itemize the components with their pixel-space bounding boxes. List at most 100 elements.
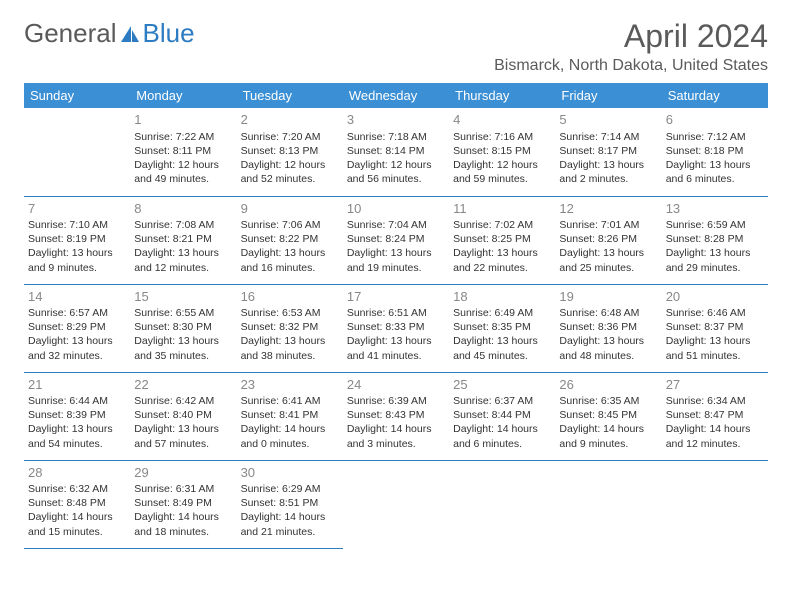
daylight-line: Daylight: 14 hours and 12 minutes. xyxy=(666,422,764,450)
calendar-row: 21Sunrise: 6:44 AMSunset: 8:39 PMDayligh… xyxy=(24,372,768,460)
calendar-cell: 16Sunrise: 6:53 AMSunset: 8:32 PMDayligh… xyxy=(237,284,343,372)
sunrise-line: Sunrise: 6:46 AM xyxy=(666,306,764,320)
sunrise-line: Sunrise: 7:16 AM xyxy=(453,130,551,144)
sunset-line: Sunset: 8:47 PM xyxy=(666,408,764,422)
day-number: 16 xyxy=(241,288,339,306)
sunset-line: Sunset: 8:39 PM xyxy=(28,408,126,422)
sunset-line: Sunset: 8:14 PM xyxy=(347,144,445,158)
day-number: 17 xyxy=(347,288,445,306)
day-number: 29 xyxy=(134,464,232,482)
sunset-line: Sunset: 8:49 PM xyxy=(134,496,232,510)
calendar-cell xyxy=(555,460,661,548)
sunset-line: Sunset: 8:19 PM xyxy=(28,232,126,246)
daylight-line: Daylight: 14 hours and 18 minutes. xyxy=(134,510,232,538)
calendar-cell: 25Sunrise: 6:37 AMSunset: 8:44 PMDayligh… xyxy=(449,372,555,460)
daylight-line: Daylight: 12 hours and 49 minutes. xyxy=(134,158,232,186)
sunset-line: Sunset: 8:32 PM xyxy=(241,320,339,334)
weekday-header-row: SundayMondayTuesdayWednesdayThursdayFrid… xyxy=(24,83,768,108)
daylight-line: Daylight: 13 hours and 51 minutes. xyxy=(666,334,764,362)
sunrise-line: Sunrise: 6:49 AM xyxy=(453,306,551,320)
daylight-line: Daylight: 14 hours and 21 minutes. xyxy=(241,510,339,538)
day-number: 14 xyxy=(28,288,126,306)
sunrise-line: Sunrise: 6:37 AM xyxy=(453,394,551,408)
weekday-header: Sunday xyxy=(24,83,130,108)
sunrise-line: Sunrise: 7:20 AM xyxy=(241,130,339,144)
calendar-cell: 13Sunrise: 6:59 AMSunset: 8:28 PMDayligh… xyxy=(662,196,768,284)
calendar-cell: 24Sunrise: 6:39 AMSunset: 8:43 PMDayligh… xyxy=(343,372,449,460)
calendar-cell: 10Sunrise: 7:04 AMSunset: 8:24 PMDayligh… xyxy=(343,196,449,284)
sunrise-line: Sunrise: 6:42 AM xyxy=(134,394,232,408)
day-number: 27 xyxy=(666,376,764,394)
day-number: 15 xyxy=(134,288,232,306)
sunset-line: Sunset: 8:51 PM xyxy=(241,496,339,510)
sunset-line: Sunset: 8:28 PM xyxy=(666,232,764,246)
calendar-row: 7Sunrise: 7:10 AMSunset: 8:19 PMDaylight… xyxy=(24,196,768,284)
logo-text-1: General xyxy=(24,18,117,49)
sunrise-line: Sunrise: 7:10 AM xyxy=(28,218,126,232)
calendar-cell: 4Sunrise: 7:16 AMSunset: 8:15 PMDaylight… xyxy=(449,108,555,196)
calendar-cell: 20Sunrise: 6:46 AMSunset: 8:37 PMDayligh… xyxy=(662,284,768,372)
day-number: 10 xyxy=(347,200,445,218)
day-number: 8 xyxy=(134,200,232,218)
calendar-row: 28Sunrise: 6:32 AMSunset: 8:48 PMDayligh… xyxy=(24,460,768,548)
calendar-cell: 23Sunrise: 6:41 AMSunset: 8:41 PMDayligh… xyxy=(237,372,343,460)
daylight-line: Daylight: 13 hours and 6 minutes. xyxy=(666,158,764,186)
calendar-cell: 27Sunrise: 6:34 AMSunset: 8:47 PMDayligh… xyxy=(662,372,768,460)
sunset-line: Sunset: 8:21 PM xyxy=(134,232,232,246)
sunrise-line: Sunrise: 6:29 AM xyxy=(241,482,339,496)
calendar-cell: 11Sunrise: 7:02 AMSunset: 8:25 PMDayligh… xyxy=(449,196,555,284)
calendar-row: 1Sunrise: 7:22 AMSunset: 8:11 PMDaylight… xyxy=(24,108,768,196)
logo-sail-icon xyxy=(119,24,141,44)
sunrise-line: Sunrise: 7:18 AM xyxy=(347,130,445,144)
daylight-line: Daylight: 13 hours and 19 minutes. xyxy=(347,246,445,274)
sunset-line: Sunset: 8:44 PM xyxy=(453,408,551,422)
sunrise-line: Sunrise: 6:57 AM xyxy=(28,306,126,320)
daylight-line: Daylight: 12 hours and 59 minutes. xyxy=(453,158,551,186)
day-number: 18 xyxy=(453,288,551,306)
sunrise-line: Sunrise: 6:53 AM xyxy=(241,306,339,320)
sunset-line: Sunset: 8:45 PM xyxy=(559,408,657,422)
day-number: 19 xyxy=(559,288,657,306)
sunrise-line: Sunrise: 6:35 AM xyxy=(559,394,657,408)
calendar-body: 1Sunrise: 7:22 AMSunset: 8:11 PMDaylight… xyxy=(24,108,768,548)
daylight-line: Daylight: 12 hours and 52 minutes. xyxy=(241,158,339,186)
calendar-cell: 21Sunrise: 6:44 AMSunset: 8:39 PMDayligh… xyxy=(24,372,130,460)
weekday-header: Friday xyxy=(555,83,661,108)
calendar-cell xyxy=(449,460,555,548)
calendar-cell: 1Sunrise: 7:22 AMSunset: 8:11 PMDaylight… xyxy=(130,108,236,196)
daylight-line: Daylight: 13 hours and 41 minutes. xyxy=(347,334,445,362)
sunrise-line: Sunrise: 6:39 AM xyxy=(347,394,445,408)
calendar-cell: 9Sunrise: 7:06 AMSunset: 8:22 PMDaylight… xyxy=(237,196,343,284)
day-number: 2 xyxy=(241,111,339,129)
sunrise-line: Sunrise: 7:12 AM xyxy=(666,130,764,144)
calendar-table: SundayMondayTuesdayWednesdayThursdayFrid… xyxy=(24,83,768,549)
sunrise-line: Sunrise: 6:51 AM xyxy=(347,306,445,320)
logo: General Blue xyxy=(24,18,195,49)
daylight-line: Daylight: 13 hours and 12 minutes. xyxy=(134,246,232,274)
day-number: 13 xyxy=(666,200,764,218)
day-number: 11 xyxy=(453,200,551,218)
sunset-line: Sunset: 8:22 PM xyxy=(241,232,339,246)
sunrise-line: Sunrise: 6:44 AM xyxy=(28,394,126,408)
day-number: 25 xyxy=(453,376,551,394)
day-number: 30 xyxy=(241,464,339,482)
daylight-line: Daylight: 13 hours and 22 minutes. xyxy=(453,246,551,274)
sunset-line: Sunset: 8:30 PM xyxy=(134,320,232,334)
daylight-line: Daylight: 13 hours and 9 minutes. xyxy=(28,246,126,274)
sunset-line: Sunset: 8:48 PM xyxy=(28,496,126,510)
title-block: April 2024 Bismarck, North Dakota, Unite… xyxy=(494,18,768,75)
calendar-cell: 7Sunrise: 7:10 AMSunset: 8:19 PMDaylight… xyxy=(24,196,130,284)
calendar-cell: 17Sunrise: 6:51 AMSunset: 8:33 PMDayligh… xyxy=(343,284,449,372)
sunset-line: Sunset: 8:25 PM xyxy=(453,232,551,246)
sunrise-line: Sunrise: 7:04 AM xyxy=(347,218,445,232)
daylight-line: Daylight: 14 hours and 3 minutes. xyxy=(347,422,445,450)
sunset-line: Sunset: 8:43 PM xyxy=(347,408,445,422)
sunrise-line: Sunrise: 6:32 AM xyxy=(28,482,126,496)
day-number: 3 xyxy=(347,111,445,129)
day-number: 12 xyxy=(559,200,657,218)
day-number: 24 xyxy=(347,376,445,394)
daylight-line: Daylight: 14 hours and 0 minutes. xyxy=(241,422,339,450)
day-number: 4 xyxy=(453,111,551,129)
daylight-line: Daylight: 13 hours and 35 minutes. xyxy=(134,334,232,362)
sunset-line: Sunset: 8:26 PM xyxy=(559,232,657,246)
